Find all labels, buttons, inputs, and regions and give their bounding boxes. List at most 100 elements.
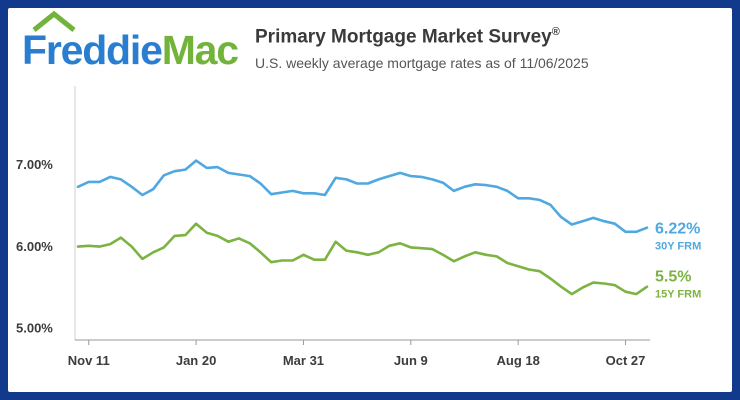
data-point (195, 159, 197, 162)
data-point (420, 247, 423, 249)
logo-text-mac: Mac (161, 27, 239, 73)
data-point (88, 245, 90, 247)
data-point (635, 293, 637, 295)
data-point (442, 182, 444, 184)
data-point (603, 282, 605, 285)
data-point (646, 227, 648, 229)
series-name-label: 30Y FRM (655, 241, 701, 253)
data-point (431, 178, 433, 181)
data-point (485, 184, 487, 186)
data-point (174, 170, 176, 172)
data-point (206, 232, 208, 234)
data-point (302, 192, 305, 194)
data-point (549, 277, 551, 280)
data-point (549, 204, 551, 206)
data-point (88, 181, 90, 183)
freddie-mac-logo: FreddieMac (22, 10, 240, 84)
data-point (539, 199, 541, 201)
data-point (98, 245, 101, 248)
data-point (603, 220, 605, 222)
data-point (131, 186, 133, 188)
data-point (431, 248, 433, 250)
data-point (292, 190, 294, 192)
data-point (324, 194, 326, 196)
data-point (410, 175, 412, 177)
series-line-15y (76, 222, 649, 296)
data-point (227, 172, 229, 174)
data-point (420, 176, 423, 178)
data-point (141, 194, 144, 196)
data-point (528, 197, 530, 199)
data-point (313, 192, 315, 194)
data-point (120, 178, 122, 181)
data-point (378, 178, 380, 181)
data-point (345, 178, 347, 181)
data-point (206, 167, 208, 169)
end-value-label: 5.5% (655, 269, 691, 286)
data-point (270, 193, 272, 195)
data-point (367, 254, 369, 256)
data-point (592, 217, 594, 219)
card-frame (8, 8, 732, 392)
data-point (259, 251, 262, 253)
data-point (624, 291, 627, 293)
data-point (388, 245, 390, 247)
data-point (485, 254, 487, 256)
data-point (238, 173, 240, 176)
data-point (270, 261, 272, 263)
data-point (399, 242, 401, 244)
data-point (216, 166, 219, 168)
data-point (174, 235, 176, 237)
data-point (249, 242, 251, 244)
logo-wordmark: FreddieMac (22, 27, 239, 73)
data-point (560, 286, 562, 288)
data-point (281, 191, 283, 194)
x-tick-label: Oct 27 (606, 353, 646, 368)
data-point (496, 255, 498, 258)
data-point (109, 176, 111, 178)
data-point (216, 235, 219, 237)
data-point (581, 220, 584, 222)
chart-title-text: Primary Mortgage Market Survey (255, 26, 552, 48)
data-point (356, 251, 358, 253)
data-point (571, 223, 573, 226)
data-point (345, 250, 347, 252)
end-value-label: 6.22% (655, 221, 700, 238)
data-point (77, 186, 79, 188)
data-point (388, 175, 390, 177)
data-point (560, 216, 562, 218)
data-point (195, 223, 197, 225)
x-tick-label: Jan 20 (176, 353, 216, 368)
data-point (313, 259, 315, 261)
data-point (528, 268, 530, 271)
data-point (163, 246, 165, 249)
x-tick-label: Aug 18 (496, 353, 539, 368)
data-point (378, 251, 380, 253)
data-point (109, 243, 111, 245)
data-point (281, 259, 283, 262)
data-point (152, 188, 154, 190)
data-point (581, 286, 584, 289)
data-point (141, 258, 144, 260)
y-tick-label: 6.00% (16, 239, 53, 254)
data-point (646, 286, 648, 288)
data-point (184, 168, 186, 171)
chart-title: Primary Mortgage Market Survey® (255, 26, 560, 48)
data-point (163, 174, 165, 176)
data-point (324, 259, 326, 261)
data-point (152, 251, 154, 253)
data-point (120, 236, 122, 239)
data-point (292, 259, 294, 262)
registered-mark: ® (551, 26, 560, 38)
data-point (474, 251, 476, 253)
data-point (624, 231, 627, 233)
house-roof-icon (32, 10, 76, 32)
data-point (506, 262, 509, 264)
data-point (592, 282, 594, 284)
series-name-label: 15Y FRM (655, 289, 701, 301)
data-point (249, 175, 251, 177)
data-point (98, 181, 101, 183)
y-tick-label: 5.00% (16, 321, 53, 336)
y-tick-label: 7.00% (16, 157, 53, 172)
